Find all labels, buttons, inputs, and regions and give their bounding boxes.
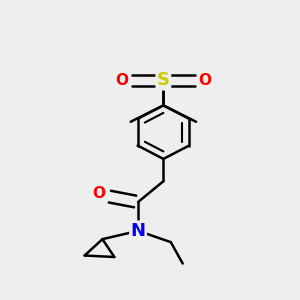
Text: N: N <box>130 222 146 240</box>
Text: O: O <box>115 73 128 88</box>
Text: O: O <box>92 186 105 201</box>
Text: S: S <box>157 71 170 89</box>
Text: O: O <box>199 73 212 88</box>
